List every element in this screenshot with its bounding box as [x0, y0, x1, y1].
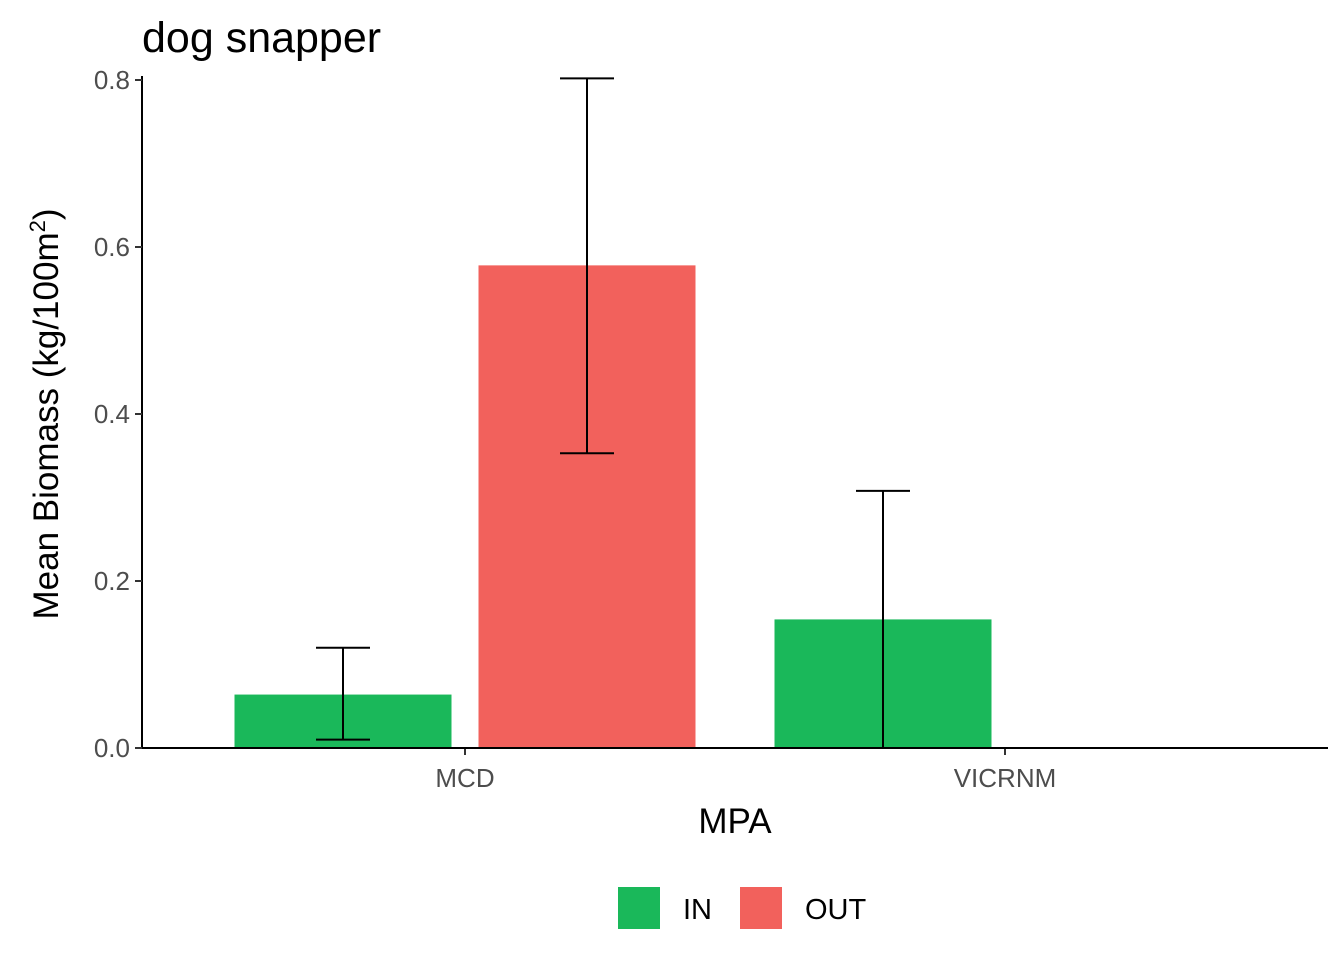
legend-label-out: OUT	[805, 894, 867, 926]
y-tick-label: 0.2	[94, 566, 130, 596]
y-axis-title-main: Mean Biomass (kg/100m	[27, 232, 66, 619]
error-bars-layer	[316, 77, 1154, 749]
legend-key-out	[740, 887, 782, 929]
y-axis-title-superscript: 2	[25, 220, 50, 232]
legend-label-in: IN	[683, 894, 712, 926]
x-tick-label-mcd: MCD	[435, 763, 494, 793]
chart-title: dog snapper	[142, 14, 381, 62]
x-tick-label-vicrnm: VICRNM	[954, 763, 1057, 793]
y-axis-title: Mean Biomass (kg/100m2)	[25, 208, 66, 619]
legend: IN OUT	[618, 887, 867, 929]
y-axis-title-close: )	[27, 208, 66, 220]
bars-layer	[234, 265, 992, 748]
axes-layer: MCD VICRNM 0.0 0.2 0.4 0.6 0.8	[94, 65, 1328, 793]
y-tick-label: 0.4	[94, 399, 130, 429]
y-tick-label: 0.0	[94, 733, 130, 763]
error-bar-in-mcd	[316, 646, 370, 741]
legend-key-in	[618, 887, 660, 929]
x-axis-title: MPA	[698, 802, 772, 841]
y-tick-label: 0.8	[94, 65, 130, 95]
y-tick-label: 0.6	[94, 232, 130, 262]
error-bar-out-mcd	[560, 77, 614, 455]
